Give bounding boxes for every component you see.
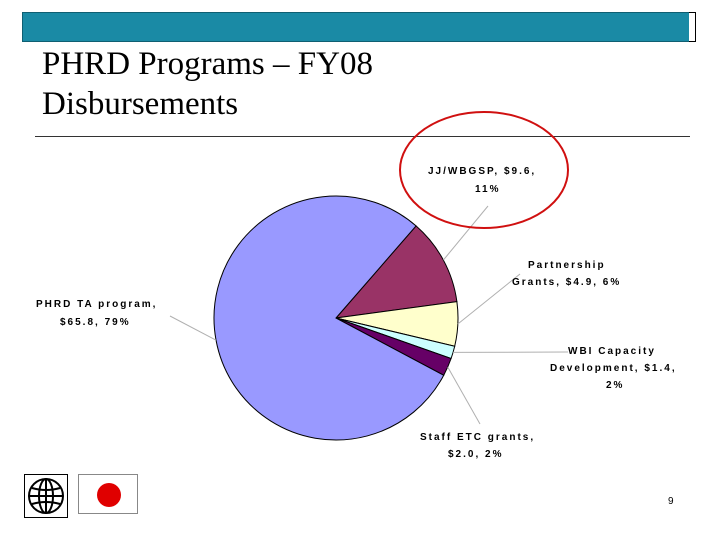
title-divider [35, 136, 690, 137]
highlight-circle [399, 111, 569, 229]
flag-sun-disc [97, 483, 121, 507]
slice-label-phrd-ta: PHRD TA program, $65.8, 79% [36, 299, 157, 328]
slice-label-wbi: WBI Capacity Development, $1.4, 2% [550, 346, 677, 391]
world-bank-logo [24, 474, 68, 518]
slice-label-jjwbgsp: JJ/WBGSP, $9.6, 11% [428, 166, 536, 195]
slice-label-wbi-line1: WBI Capacity [568, 346, 656, 357]
pie-slices [213, 195, 459, 441]
page-number: 9 [668, 496, 674, 507]
leader-line-staff-etc [447, 366, 481, 425]
slice-label-staff-etc: Staff ETC grants, $2.0, 2% [420, 432, 535, 460]
globe-icon [28, 478, 64, 514]
japan-flag [78, 474, 138, 514]
leader-line-jjwbgsp [442, 205, 489, 261]
slice-label-wbi-line2: Development, $1.4, [550, 363, 677, 374]
slice-label-staff-etc-line2: $2.0, 2% [448, 449, 503, 460]
top-bar-corner [689, 12, 696, 42]
slide-title-line1: PHRD Programs – FY08 [42, 46, 373, 82]
slice-label-staff-etc-line1: Staff ETC grants, [420, 432, 535, 443]
slice-label-jjwbgsp-line2: 11% [475, 184, 500, 195]
leader-line-phrd-ta [169, 315, 217, 341]
leader-lines [169, 205, 569, 425]
slide-title: PHRD Programs – FY08 Disbursements [42, 44, 642, 124]
slice-label-wbi-line3: 2% [606, 380, 624, 391]
slice-label-partnership-line2: Grants, $4.9, 6% [512, 277, 621, 288]
slice-label-phrd-ta-line1: PHRD TA program, [36, 299, 157, 310]
slice-label-partnership-line1: Partnership [528, 260, 606, 271]
slice-label-partnership: Partnership Grants, $4.9, 6% [512, 260, 621, 288]
slice-label-jjwbgsp-line1: JJ/WBGSP, $9.6, [428, 166, 536, 177]
leader-line-partnership [457, 273, 521, 325]
top-accent-bar [22, 12, 691, 42]
slide-title-line2: Disbursements [42, 86, 239, 122]
slice-label-phrd-ta-line2: $65.8, 79% [60, 317, 131, 328]
